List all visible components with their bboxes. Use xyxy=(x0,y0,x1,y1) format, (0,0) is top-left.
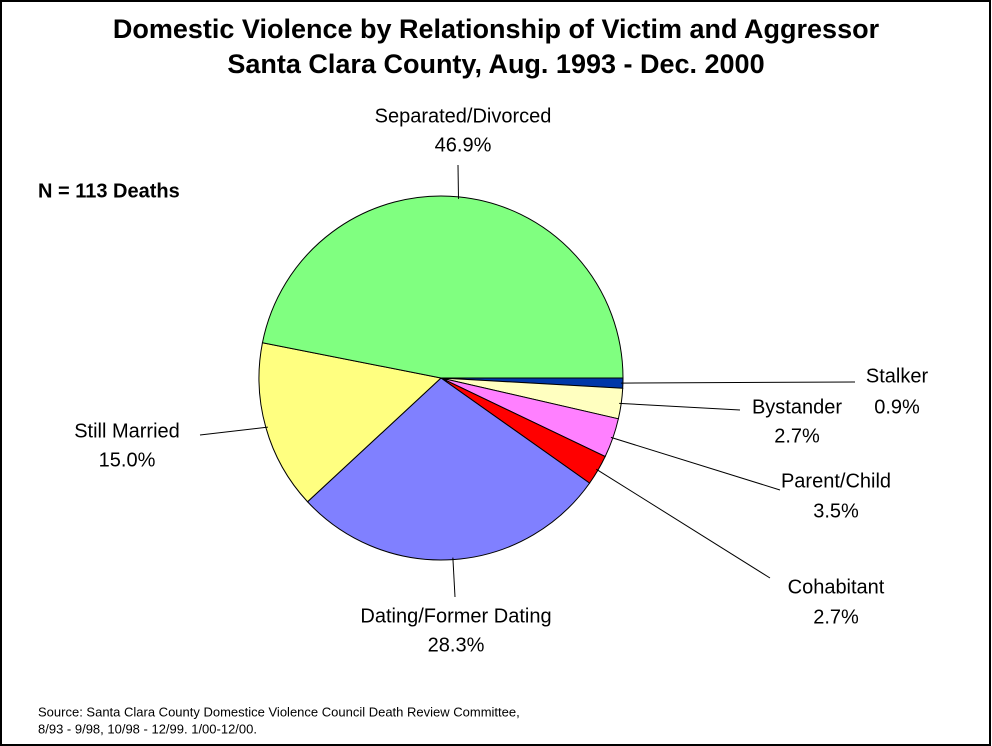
slice-value-label: 2.7% xyxy=(774,425,820,447)
slice-label: Dating/Former Dating xyxy=(360,605,551,627)
slice-label: Separated/Divorced xyxy=(375,105,552,127)
slice-value-label: 0.9% xyxy=(874,396,920,418)
leader-line xyxy=(452,557,456,598)
slice-value-label: 2.7% xyxy=(813,606,859,628)
chart-subtitle: Santa Clara County, Aug. 1993 - Dec. 200… xyxy=(227,49,764,79)
slice-label: Stalker xyxy=(866,365,929,387)
slice-value-label: 28.3% xyxy=(428,634,485,656)
leader-line xyxy=(199,426,268,436)
slice-label: Parent/Child xyxy=(781,470,891,492)
slice-label: Still Married xyxy=(74,420,180,442)
source-note: 8/93 - 9/98, 10/98 - 12/99. 1/00-12/00. xyxy=(38,721,257,736)
annotation: N = 113 Deaths xyxy=(38,180,180,202)
leader-line xyxy=(619,402,741,411)
slice-value-label: 46.9% xyxy=(435,134,492,156)
leader-line xyxy=(457,164,460,199)
leader-line xyxy=(595,468,771,579)
slice-label: Bystander xyxy=(752,396,842,418)
slice-label: Cohabitant xyxy=(788,576,885,598)
source-note: Source: Santa Clara County Domestice Vio… xyxy=(38,704,520,719)
leader-line xyxy=(620,381,856,384)
slice-value-label: 15.0% xyxy=(99,449,156,471)
chart-title: Domestic Violence by Relationship of Vic… xyxy=(113,14,880,44)
slice-value-label: 3.5% xyxy=(813,500,859,522)
leader-line xyxy=(610,436,781,491)
